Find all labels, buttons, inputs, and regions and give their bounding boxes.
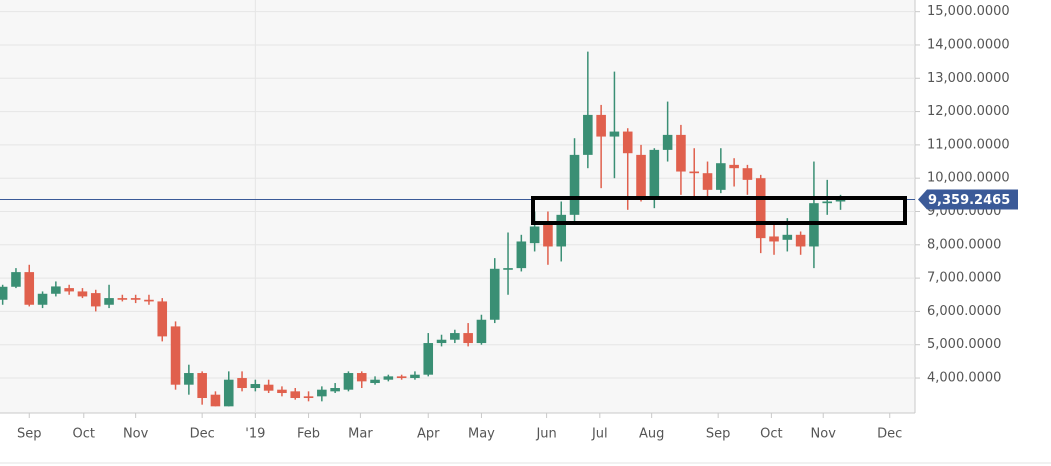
x-tick-label: '19	[245, 427, 265, 442]
candle-body	[410, 374, 420, 379]
y-tick-label: 10,000.0000	[927, 171, 1010, 186]
candle-body	[184, 373, 194, 385]
candle-body	[463, 333, 473, 344]
candle-body	[583, 114, 593, 155]
candle-body	[250, 384, 261, 389]
candle-body	[556, 214, 567, 247]
candle-body	[11, 272, 21, 287]
candle-body	[649, 149, 660, 199]
x-tick-label: May	[468, 427, 495, 442]
candle-body	[117, 298, 128, 300]
candle-body	[596, 114, 606, 137]
x-tick-label: Mar	[348, 427, 373, 442]
x-tick-label: Apr	[417, 427, 440, 442]
candle-body	[636, 154, 646, 199]
candle-body	[303, 396, 314, 399]
plot-background	[0, 0, 915, 413]
candle-body	[716, 163, 726, 190]
candle-body	[702, 173, 713, 190]
candle-body	[356, 373, 367, 382]
y-tick-label: 4,000.0000	[927, 371, 1001, 386]
candle-body	[237, 378, 247, 389]
y-tick-label: 11,000.0000	[927, 137, 1010, 152]
candle-body	[343, 373, 354, 390]
candle-body	[729, 164, 739, 169]
candle-body	[503, 268, 513, 270]
x-tick-label: Dec	[190, 427, 215, 442]
candle-body	[529, 226, 540, 244]
y-tick-label: 8,000.0000	[927, 237, 1001, 252]
candle-body	[822, 201, 833, 204]
x-tick-label: Nov	[811, 427, 837, 442]
candle-body	[77, 291, 88, 297]
candle-body	[130, 298, 141, 300]
candle-body	[543, 224, 553, 247]
candle-body	[277, 389, 287, 394]
highlight-box	[531, 196, 907, 225]
candle-body	[569, 154, 580, 215]
candle-body	[104, 298, 114, 305]
candle-body	[742, 168, 753, 180]
candle-body	[90, 293, 101, 307]
x-tick-label: Oct	[73, 427, 95, 442]
candle-body	[144, 299, 154, 302]
candle-body	[436, 339, 447, 344]
candle-body	[157, 301, 168, 337]
candle-body	[795, 234, 806, 247]
candle-body	[476, 319, 487, 344]
candle-body	[370, 379, 380, 384]
x-tick-label: Jul	[591, 427, 608, 442]
labels: 4,000.0000 5,000.0000 6,000.0000 7,000.0000…	[17, 4, 1018, 442]
candle-body	[317, 389, 327, 397]
last-price-badge	[918, 189, 1018, 210]
candle-body	[396, 376, 407, 379]
y-tick-label: 6,000.0000	[927, 304, 1001, 319]
candle-body	[676, 134, 686, 172]
candle-body	[662, 134, 673, 150]
candle-body	[769, 236, 779, 242]
candle-body	[423, 343, 434, 375]
y-tick-label: 5,000.0000	[927, 337, 1001, 352]
candle-body	[489, 268, 500, 320]
candle-body	[383, 376, 394, 380]
candle-body	[37, 293, 48, 305]
candle-body	[64, 288, 74, 292]
y-tick-label: 15,000.0000	[927, 4, 1010, 19]
y-tick-label: 7,000.0000	[927, 271, 1001, 286]
candle-body	[609, 131, 620, 137]
candle-body	[450, 333, 460, 340]
x-tick-label: Jun	[535, 427, 556, 442]
candle-body	[197, 373, 207, 399]
candle-body	[51, 286, 61, 294]
candle-body	[170, 326, 181, 385]
x-tick-label: Oct	[760, 427, 782, 442]
candle-body	[622, 131, 633, 154]
x-tick-label: Dec	[877, 427, 902, 442]
candle-body	[210, 394, 221, 407]
y-tick-label: 13,000.0000	[927, 71, 1010, 86]
candle-body	[0, 286, 8, 300]
candle-body	[263, 384, 274, 391]
y-tick-label: 12,000.0000	[927, 104, 1010, 119]
candles	[0, 51, 915, 407]
candle-body	[689, 171, 700, 174]
candle-body	[782, 234, 793, 240]
candle-body	[516, 241, 527, 269]
x-tick-label: Feb	[297, 427, 320, 442]
x-tick-label: Sep	[17, 427, 42, 442]
candle-body	[290, 391, 301, 399]
y-tick-label: 14,000.0000	[927, 37, 1010, 52]
x-tick-label: Sep	[706, 427, 731, 442]
candle-body	[755, 178, 766, 239]
x-tick-label: Nov	[123, 427, 149, 442]
candle-body	[24, 272, 35, 305]
candle-body	[835, 199, 846, 202]
x-tick-label: Aug	[639, 427, 664, 442]
candle-body	[223, 379, 234, 407]
last-price-label: 9,359.2465	[928, 193, 1010, 208]
candle-body	[330, 388, 340, 392]
